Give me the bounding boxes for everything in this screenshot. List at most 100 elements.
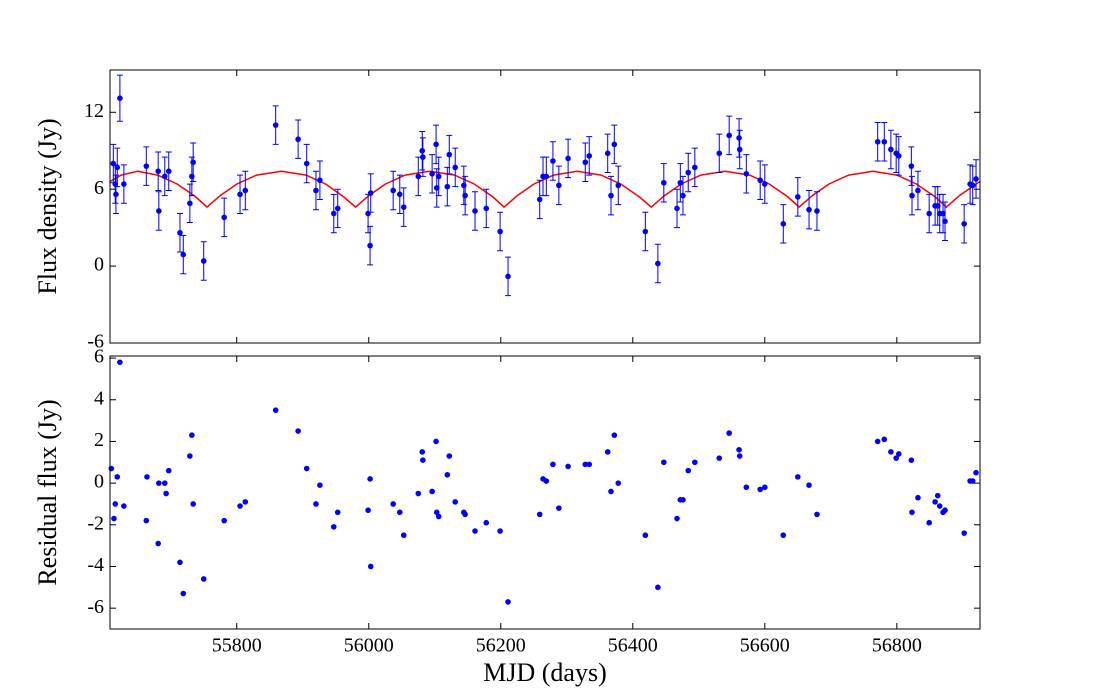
data-point xyxy=(604,449,611,455)
data-point xyxy=(661,459,667,466)
data-point xyxy=(365,507,371,514)
data-point xyxy=(367,563,374,570)
data-point xyxy=(536,511,543,518)
data-point xyxy=(433,509,440,516)
data-point xyxy=(237,191,243,198)
data-point xyxy=(156,208,162,214)
data-point xyxy=(543,173,550,180)
data-point xyxy=(112,501,119,507)
data-point xyxy=(242,187,249,194)
data-point xyxy=(611,432,618,438)
data-point xyxy=(367,190,374,196)
data-point xyxy=(433,185,440,191)
data-point xyxy=(143,517,150,524)
data-point xyxy=(726,132,732,139)
data-point xyxy=(814,511,820,518)
data-point xyxy=(586,461,593,468)
data-point xyxy=(934,203,941,209)
data-point xyxy=(420,154,426,160)
data-point xyxy=(896,451,902,457)
data-point xyxy=(112,181,119,187)
data-point xyxy=(550,461,556,468)
data-point xyxy=(419,147,426,154)
data-point xyxy=(881,436,888,443)
data-point xyxy=(611,141,618,148)
data-point xyxy=(550,158,556,164)
data-point xyxy=(736,146,743,153)
data-point xyxy=(615,182,622,189)
data-point xyxy=(433,438,439,445)
data-point xyxy=(757,486,763,493)
data-point xyxy=(881,138,888,145)
data-point xyxy=(462,192,468,199)
data-point xyxy=(896,153,902,159)
data-point xyxy=(743,171,750,177)
data-point xyxy=(909,192,915,199)
data-point xyxy=(221,517,227,524)
y-tick-label: -4 xyxy=(87,554,104,576)
data-point xyxy=(973,469,979,476)
data-point xyxy=(497,228,503,235)
data-point xyxy=(814,208,820,214)
data-point xyxy=(680,192,686,199)
data-point xyxy=(716,150,723,157)
data-point xyxy=(396,191,403,198)
data-point xyxy=(795,474,801,480)
data-point xyxy=(189,173,195,180)
data-point xyxy=(415,173,422,180)
data-point xyxy=(111,515,117,522)
data-point xyxy=(165,168,172,175)
data-point xyxy=(716,455,723,461)
y-tick-label: -6 xyxy=(87,331,104,353)
data-point xyxy=(396,509,403,516)
data-point xyxy=(452,164,459,171)
data-point xyxy=(114,164,121,171)
data-point xyxy=(736,453,743,459)
y-tick-label: 6 xyxy=(94,177,104,199)
data-point xyxy=(472,528,478,534)
data-point xyxy=(586,153,593,159)
data-point xyxy=(655,584,661,591)
data-point xyxy=(177,559,183,566)
data-point xyxy=(121,181,127,187)
data-point xyxy=(736,446,742,453)
data-point xyxy=(961,530,967,536)
data-point xyxy=(655,260,661,267)
data-point xyxy=(888,449,894,455)
data-point xyxy=(444,183,451,190)
x-axis-label: MJD (days) xyxy=(483,658,607,687)
data-point xyxy=(780,532,787,539)
x-tick-label: 56600 xyxy=(740,635,790,657)
data-point xyxy=(121,503,127,509)
data-point xyxy=(163,490,169,497)
data-point xyxy=(615,480,622,486)
data-point xyxy=(642,228,649,235)
data-point xyxy=(429,171,435,177)
data-point xyxy=(334,205,341,212)
data-point xyxy=(367,242,373,249)
data-point xyxy=(961,221,967,227)
data-point xyxy=(419,449,426,455)
data-point xyxy=(915,494,921,501)
data-point xyxy=(685,169,692,176)
data-point xyxy=(915,187,921,194)
data-point xyxy=(685,467,692,474)
x-tick-label: 56000 xyxy=(344,635,394,657)
data-point xyxy=(969,182,976,189)
x-tick-label: 56800 xyxy=(872,635,922,657)
x-tick-label: 56400 xyxy=(608,635,658,657)
data-point xyxy=(330,524,337,530)
data-point xyxy=(108,465,115,472)
data-point xyxy=(190,501,196,507)
data-point xyxy=(874,138,881,145)
data-point xyxy=(415,490,422,497)
data-point xyxy=(367,476,373,482)
axes-frame xyxy=(109,355,981,630)
data-point xyxy=(874,438,881,445)
data-point xyxy=(908,457,915,463)
data-point xyxy=(177,229,183,236)
data-point xyxy=(942,507,948,514)
x-tick-label: 55800 xyxy=(212,635,262,657)
y-tick-label: 2 xyxy=(94,429,104,451)
data-point xyxy=(582,461,589,468)
